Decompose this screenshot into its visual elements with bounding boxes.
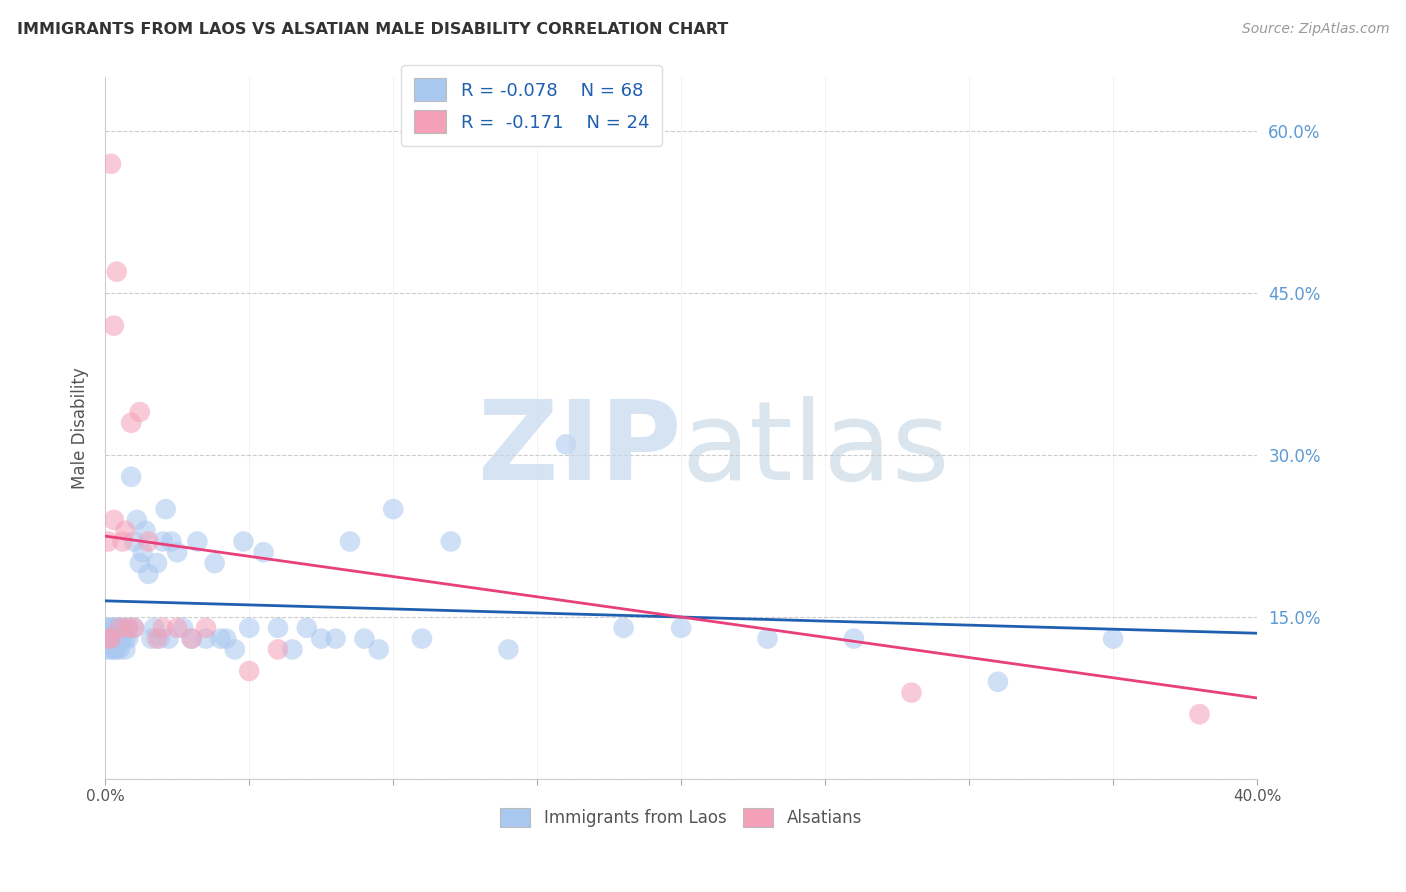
Point	[146, 556, 169, 570]
Point	[555, 437, 578, 451]
Point	[1188, 707, 1211, 722]
Point	[97, 534, 120, 549]
Point	[100, 632, 122, 646]
Point	[842, 632, 865, 646]
Point	[232, 534, 254, 549]
Point	[105, 621, 128, 635]
Point	[131, 545, 153, 559]
Point	[108, 642, 131, 657]
Point	[100, 632, 122, 646]
Point	[160, 534, 183, 549]
Point	[103, 621, 125, 635]
Point	[97, 632, 120, 646]
Point	[114, 524, 136, 538]
Point	[238, 621, 260, 635]
Point	[209, 632, 232, 646]
Point	[155, 502, 177, 516]
Point	[987, 674, 1010, 689]
Point	[117, 621, 139, 635]
Point	[111, 632, 134, 646]
Point	[215, 632, 238, 646]
Point	[128, 556, 150, 570]
Point	[224, 642, 246, 657]
Point	[252, 545, 274, 559]
Point	[105, 632, 128, 646]
Point	[117, 632, 139, 646]
Point	[105, 642, 128, 657]
Point	[100, 642, 122, 657]
Point	[105, 265, 128, 279]
Point	[108, 621, 131, 635]
Point	[186, 534, 208, 549]
Point	[172, 621, 194, 635]
Point	[612, 621, 634, 635]
Point	[114, 642, 136, 657]
Point	[166, 621, 188, 635]
Point	[97, 632, 120, 646]
Point	[97, 642, 120, 657]
Point	[1102, 632, 1125, 646]
Point	[166, 545, 188, 559]
Point	[152, 534, 174, 549]
Point	[756, 632, 779, 646]
Point	[281, 642, 304, 657]
Point	[135, 524, 157, 538]
Point	[238, 664, 260, 678]
Point	[100, 621, 122, 635]
Point	[117, 621, 139, 635]
Point	[498, 642, 520, 657]
Point	[103, 318, 125, 333]
Point	[325, 632, 347, 646]
Text: ZIP: ZIP	[478, 396, 681, 503]
Point	[152, 621, 174, 635]
Point	[367, 642, 389, 657]
Point	[114, 632, 136, 646]
Point	[411, 632, 433, 646]
Point	[440, 534, 463, 549]
Text: Source: ZipAtlas.com: Source: ZipAtlas.com	[1241, 22, 1389, 37]
Point	[267, 621, 290, 635]
Point	[195, 632, 218, 646]
Y-axis label: Male Disability: Male Disability	[72, 368, 89, 489]
Point	[97, 621, 120, 635]
Point	[103, 642, 125, 657]
Legend: Immigrants from Laos, Alsatians: Immigrants from Laos, Alsatians	[494, 801, 869, 834]
Point	[382, 502, 405, 516]
Point	[309, 632, 332, 646]
Point	[295, 621, 318, 635]
Point	[267, 642, 290, 657]
Point	[122, 621, 145, 635]
Point	[111, 534, 134, 549]
Point	[111, 621, 134, 635]
Point	[120, 416, 142, 430]
Point	[900, 685, 922, 699]
Point	[108, 632, 131, 646]
Point	[120, 469, 142, 483]
Point	[204, 556, 226, 570]
Point	[146, 632, 169, 646]
Point	[141, 632, 163, 646]
Point	[103, 632, 125, 646]
Text: atlas: atlas	[681, 396, 949, 503]
Point	[108, 621, 131, 635]
Point	[339, 534, 361, 549]
Point	[128, 405, 150, 419]
Point	[149, 632, 172, 646]
Point	[125, 513, 148, 527]
Text: IMMIGRANTS FROM LAOS VS ALSATIAN MALE DISABILITY CORRELATION CHART: IMMIGRANTS FROM LAOS VS ALSATIAN MALE DI…	[17, 22, 728, 37]
Point	[138, 534, 160, 549]
Point	[195, 621, 218, 635]
Point	[138, 566, 160, 581]
Point	[122, 534, 145, 549]
Point	[143, 621, 166, 635]
Point	[180, 632, 202, 646]
Point	[100, 157, 122, 171]
Point	[157, 632, 180, 646]
Point	[669, 621, 692, 635]
Point	[353, 632, 375, 646]
Point	[180, 632, 202, 646]
Point	[103, 513, 125, 527]
Point	[122, 621, 145, 635]
